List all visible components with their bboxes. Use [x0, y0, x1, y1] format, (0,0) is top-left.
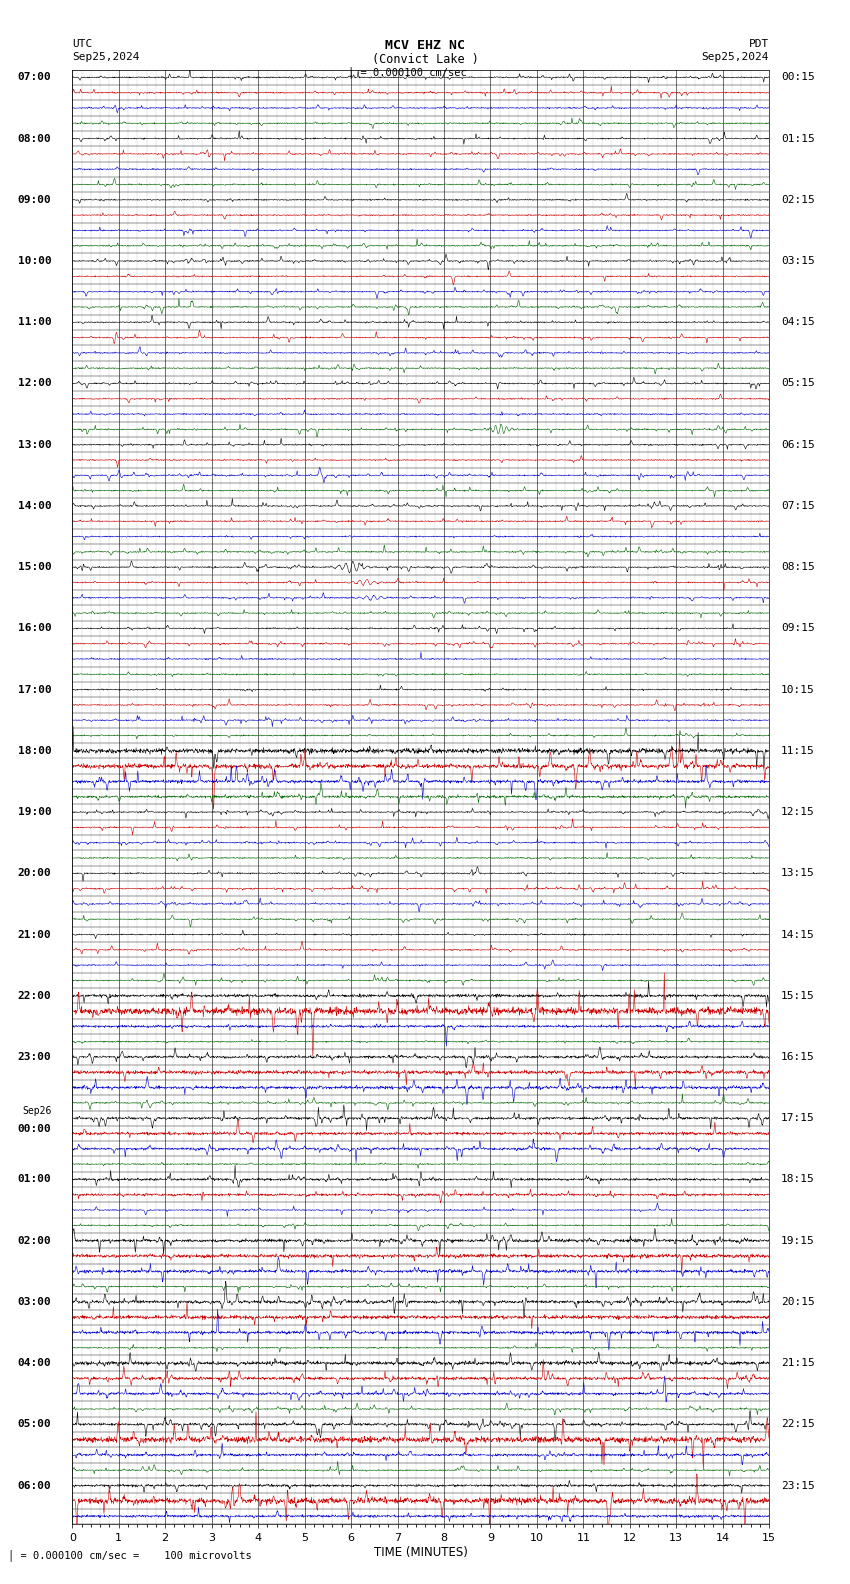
Text: 03:15: 03:15 [781, 257, 814, 266]
Text: 15:00: 15:00 [18, 562, 51, 572]
Text: 12:15: 12:15 [781, 808, 814, 817]
Text: 05:00: 05:00 [18, 1419, 51, 1429]
Text: MCV EHZ NC: MCV EHZ NC [385, 38, 465, 52]
Text: 23:15: 23:15 [781, 1481, 814, 1491]
Text: 16:00: 16:00 [18, 624, 51, 634]
Text: 01:15: 01:15 [781, 133, 814, 144]
Text: │ = 0.000100 cm/sec: │ = 0.000100 cm/sec [348, 65, 468, 78]
Text: 13:15: 13:15 [781, 868, 814, 878]
Text: 18:00: 18:00 [18, 746, 51, 756]
Text: 03:00: 03:00 [18, 1297, 51, 1307]
Text: 09:00: 09:00 [18, 195, 51, 204]
Text: 22:00: 22:00 [18, 990, 51, 1001]
Text: 19:15: 19:15 [781, 1236, 814, 1245]
Text: 17:00: 17:00 [18, 684, 51, 695]
Text: 06:15: 06:15 [781, 440, 814, 450]
Text: 04:15: 04:15 [781, 317, 814, 328]
Text: (Convict Lake ): (Convict Lake ) [371, 52, 479, 67]
Text: 13:00: 13:00 [18, 440, 51, 450]
Text: 19:00: 19:00 [18, 808, 51, 817]
Text: PDT: PDT [749, 38, 769, 49]
Text: 06:00: 06:00 [18, 1481, 51, 1491]
Text: 14:15: 14:15 [781, 930, 814, 939]
Text: 14:00: 14:00 [18, 501, 51, 512]
Text: 12:00: 12:00 [18, 379, 51, 388]
Text: 18:15: 18:15 [781, 1174, 814, 1185]
Text: 02:15: 02:15 [781, 195, 814, 204]
Text: 20:15: 20:15 [781, 1297, 814, 1307]
Text: Sep25,2024: Sep25,2024 [72, 52, 139, 62]
Text: 00:00: 00:00 [18, 1123, 51, 1134]
Text: 11:00: 11:00 [18, 317, 51, 328]
Text: 07:15: 07:15 [781, 501, 814, 512]
Text: 23:00: 23:00 [18, 1052, 51, 1061]
Text: 04:00: 04:00 [18, 1357, 51, 1369]
Text: Sep25,2024: Sep25,2024 [702, 52, 769, 62]
Text: Sep26: Sep26 [22, 1106, 51, 1115]
Text: 05:15: 05:15 [781, 379, 814, 388]
Text: UTC: UTC [72, 38, 93, 49]
Text: 17:15: 17:15 [781, 1114, 814, 1123]
Text: 00:15: 00:15 [781, 73, 814, 82]
Text: 09:15: 09:15 [781, 624, 814, 634]
Text: 21:00: 21:00 [18, 930, 51, 939]
Text: 11:15: 11:15 [781, 746, 814, 756]
Text: 02:00: 02:00 [18, 1236, 51, 1245]
Text: 20:00: 20:00 [18, 868, 51, 878]
Text: 21:15: 21:15 [781, 1357, 814, 1369]
Text: │ = 0.000100 cm/sec =    100 microvolts: │ = 0.000100 cm/sec = 100 microvolts [8, 1549, 252, 1560]
Text: 08:00: 08:00 [18, 133, 51, 144]
Text: 10:15: 10:15 [781, 684, 814, 695]
Text: 16:15: 16:15 [781, 1052, 814, 1061]
Text: 22:15: 22:15 [781, 1419, 814, 1429]
Text: 15:15: 15:15 [781, 990, 814, 1001]
Text: 08:15: 08:15 [781, 562, 814, 572]
Text: 10:00: 10:00 [18, 257, 51, 266]
X-axis label: TIME (MINUTES): TIME (MINUTES) [374, 1546, 468, 1559]
Text: 07:00: 07:00 [18, 73, 51, 82]
Text: 01:00: 01:00 [18, 1174, 51, 1185]
